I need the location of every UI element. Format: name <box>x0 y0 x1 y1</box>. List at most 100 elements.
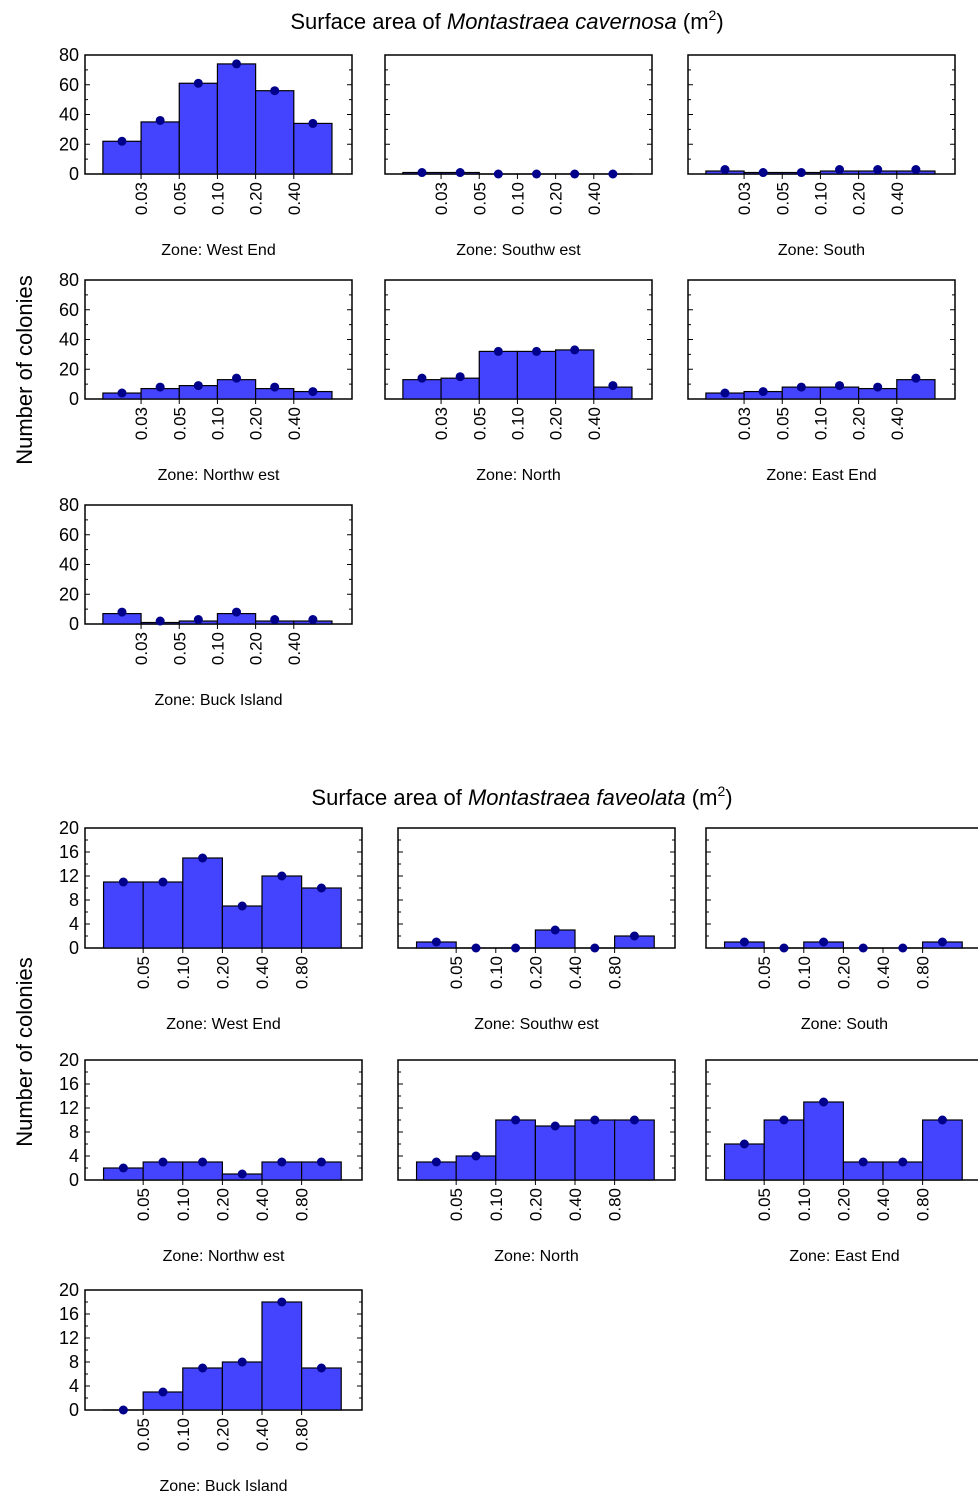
data-point <box>494 170 503 179</box>
bar <box>183 858 223 948</box>
y-tick-label: 16 <box>59 1304 79 1324</box>
y-tick-label: 4 <box>69 914 79 934</box>
y-tick-label: 4 <box>69 1146 79 1166</box>
data-point <box>119 1406 128 1415</box>
data-point <box>551 1122 560 1131</box>
x-tick-label: 0.40 <box>566 956 585 989</box>
x-tick-label: 0.05 <box>447 956 466 989</box>
data-point <box>471 1152 480 1161</box>
panel-label: Zone: Buck Island <box>159 1478 287 1495</box>
x-tick-label: 0.40 <box>253 956 272 989</box>
data-point <box>720 389 729 398</box>
data-point <box>630 932 639 941</box>
x-tick-label: 0.40 <box>253 1418 272 1451</box>
bar <box>556 350 594 399</box>
data-point <box>232 374 241 383</box>
x-tick-label: 0.80 <box>293 1418 312 1451</box>
data-point <box>119 878 128 887</box>
x-tick-label: 0.40 <box>874 956 893 989</box>
x-tick-label: 0.10 <box>208 182 227 215</box>
data-point <box>158 1388 167 1397</box>
x-tick-label: 0.05 <box>755 956 774 989</box>
x-tick-label: 0.05 <box>447 1188 466 1221</box>
panel-label: Zone: Northw est <box>158 467 280 484</box>
panel-label: Zone: Northw est <box>163 1248 285 1265</box>
x-tick-label: 0.10 <box>508 182 527 215</box>
x-tick-label: 0.40 <box>874 1188 893 1221</box>
bar <box>222 906 262 948</box>
data-point <box>117 608 126 617</box>
data-point <box>119 1164 128 1173</box>
data-point <box>277 872 286 881</box>
y-tick-label: 4 <box>69 1376 79 1396</box>
panel-label: Zone: Southw est <box>474 1016 599 1033</box>
x-tick-label: 0.80 <box>606 956 625 989</box>
x-tick-label: 0.40 <box>888 407 907 440</box>
bar <box>294 123 332 174</box>
x-tick-label: 0.05 <box>170 182 189 215</box>
data-point <box>117 137 126 146</box>
title-unit: (m <box>677 9 709 34</box>
panel-label: Zone: Buck Island <box>154 692 282 709</box>
x-tick-label: 0.20 <box>850 182 869 215</box>
data-point <box>720 165 729 174</box>
bar <box>183 1368 223 1410</box>
data-point <box>158 878 167 887</box>
x-tick-label: 0.10 <box>174 1418 193 1451</box>
x-tick-label: 0.03 <box>132 407 151 440</box>
bar <box>143 882 183 948</box>
data-point <box>873 165 882 174</box>
x-tick-label: 0.20 <box>213 956 232 989</box>
data-point <box>630 1116 639 1125</box>
y-tick-label: 60 <box>59 75 79 95</box>
chart-title: Surface area of Montastraea cavernosa (m… <box>290 7 723 34</box>
data-point <box>432 1158 441 1167</box>
y-tick-label: 8 <box>69 890 79 910</box>
data-point <box>308 615 317 624</box>
x-tick-label: 0.40 <box>888 182 907 215</box>
panel-label: Zone: East End <box>766 467 876 484</box>
panel-label: Zone: North <box>494 1248 578 1265</box>
data-point <box>835 165 844 174</box>
bar <box>479 351 517 399</box>
y-tick-label: 40 <box>59 105 79 125</box>
y-tick-label: 16 <box>59 842 79 862</box>
y-axis-label: Number of colonies <box>12 957 37 1147</box>
data-point <box>570 345 579 354</box>
data-point <box>198 1158 207 1167</box>
bar <box>923 1120 963 1180</box>
y-tick-label: 20 <box>59 359 79 379</box>
x-tick-label: 0.05 <box>134 1188 153 1221</box>
x-tick-label: 0.80 <box>914 956 933 989</box>
y-tick-label: 20 <box>59 1050 79 1070</box>
data-point <box>156 116 165 125</box>
panel-label: Zone: North <box>476 467 560 484</box>
data-point <box>532 347 541 356</box>
y-tick-label: 40 <box>59 330 79 350</box>
data-point <box>740 938 749 947</box>
title-prefix: Surface area of <box>290 9 447 34</box>
data-point <box>158 1158 167 1167</box>
y-tick-label: 60 <box>59 300 79 320</box>
x-tick-label: 0.20 <box>547 182 566 215</box>
bar <box>141 122 179 174</box>
bar <box>517 351 555 399</box>
title-superscript: 2 <box>717 783 725 799</box>
y-tick-label: 0 <box>69 614 79 634</box>
y-tick-label: 12 <box>59 1098 79 1118</box>
x-tick-label: 0.40 <box>285 632 304 665</box>
x-tick-label: 0.03 <box>735 407 754 440</box>
x-tick-label: 0.10 <box>795 956 814 989</box>
x-tick-label: 0.05 <box>470 407 489 440</box>
title-species: Montastraea faveolata <box>468 785 686 810</box>
x-tick-label: 0.10 <box>795 1188 814 1221</box>
data-point <box>270 615 279 624</box>
bar <box>615 1120 655 1180</box>
x-tick-label: 0.05 <box>134 956 153 989</box>
data-point <box>194 381 203 390</box>
